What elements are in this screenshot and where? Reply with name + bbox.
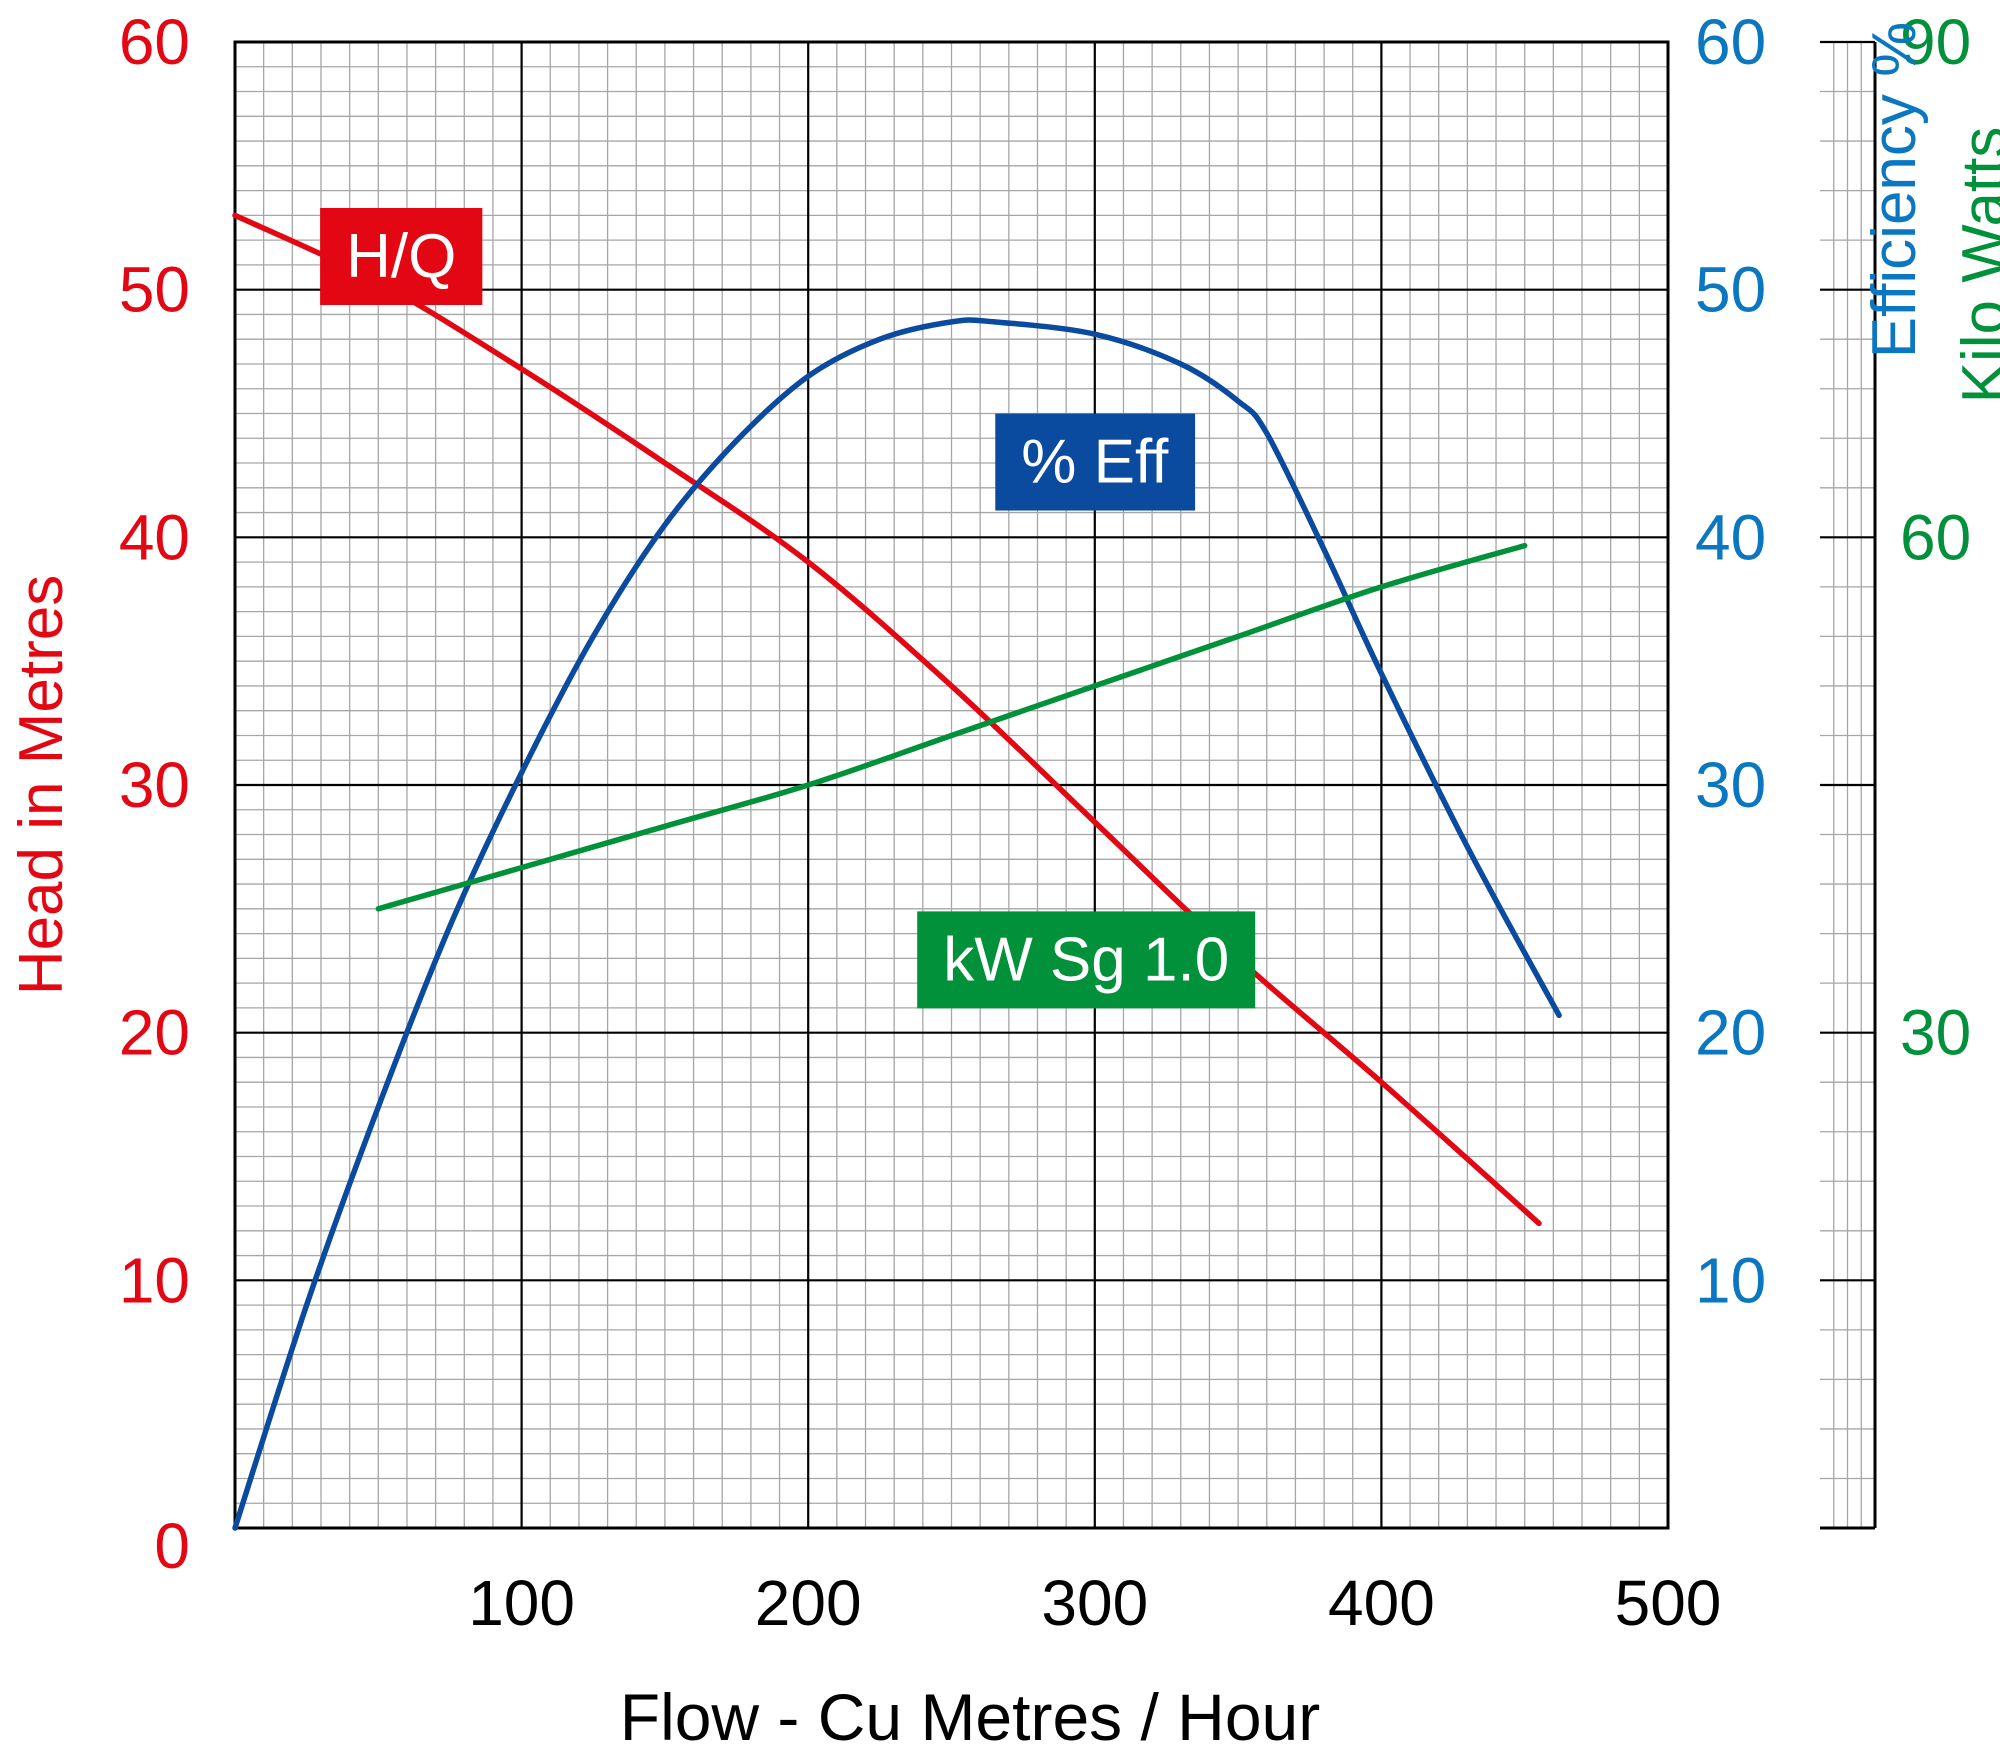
kw-tick-label: 30 xyxy=(1900,997,1971,1069)
x-axis-label: Flow - Cu Metres / Hour xyxy=(620,1680,1320,1754)
right-y-tick-label: 10 xyxy=(1695,1244,1766,1316)
right-y-tick-label: 20 xyxy=(1695,997,1766,1069)
left-y-tick-label: 50 xyxy=(119,254,190,326)
right-y-tick-label: 60 xyxy=(1695,6,1766,78)
labels-layer: H/Q % Eff kW Sg 1.0 xyxy=(320,207,1256,1009)
y-axis-label-efficiency: Efficiency % xyxy=(1860,22,1929,359)
ticks-layer: 100 200 300 400 500 0 10 20 30 40 50 60 10 20 30 40 50 60… xyxy=(119,6,1971,1639)
series-label-box xyxy=(995,413,1196,511)
kw-scale-strip xyxy=(1820,40,1877,1530)
plot-frame xyxy=(233,40,1670,1530)
left-y-tick-label: 20 xyxy=(119,997,190,1069)
kw-tick-label: 60 xyxy=(1900,501,1971,573)
kw-tick-label: 90 xyxy=(1900,6,1971,78)
left-y-tick-label: 10 xyxy=(119,1244,190,1316)
x-tick-label: 100 xyxy=(468,1567,575,1639)
left-y-tick-label: 60 xyxy=(119,6,190,78)
series-label-text: H/Q xyxy=(346,222,456,291)
series-line-eff xyxy=(232,317,1562,1531)
series-label-text: kW Sg 1.0 xyxy=(943,925,1229,994)
right-y-tick-label: 50 xyxy=(1695,254,1766,326)
y-axis-label-kilowatts: Kilo Watts xyxy=(1950,127,2000,404)
x-tick-label: 300 xyxy=(1041,1567,1148,1639)
series-label-eff: % Eff xyxy=(995,413,1196,511)
series-label-kw-sg-1-0: kW Sg 1.0 xyxy=(917,911,1256,1009)
left-y-tick-label: 40 xyxy=(119,501,190,573)
series-line-kw-sg-1-0 xyxy=(375,542,1528,912)
series-line-h-q xyxy=(232,212,1542,1227)
right-y-tick-label: 30 xyxy=(1695,749,1766,821)
series-label-h-q: H/Q xyxy=(320,207,483,305)
x-tick-label: 400 xyxy=(1328,1567,1435,1639)
left-y-tick-label: 0 xyxy=(154,1510,190,1582)
right-y-tick-label: 40 xyxy=(1695,501,1766,573)
series-label-box xyxy=(320,207,483,305)
series-layer xyxy=(232,212,1562,1531)
y-axis-label-head: Head in Metres xyxy=(7,575,76,995)
series-label-box xyxy=(917,911,1256,1009)
left-y-tick-label: 30 xyxy=(119,749,190,821)
x-tick-label: 200 xyxy=(755,1567,862,1639)
x-tick-label: 500 xyxy=(1615,1567,1722,1639)
series-label-text: % Eff xyxy=(1021,428,1169,497)
